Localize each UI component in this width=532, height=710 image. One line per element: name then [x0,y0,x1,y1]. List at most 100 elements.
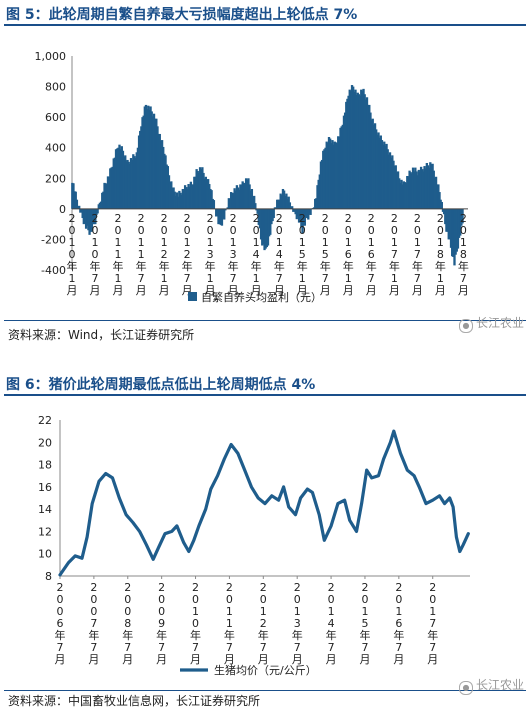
svg-text:月: 月 [113,284,124,297]
svg-text:0: 0 [92,248,99,261]
svg-text:年: 年 [393,628,404,642]
svg-text:7: 7 [429,617,436,630]
svg-text:0: 0 [192,593,199,606]
svg-text:月: 月 [389,284,400,297]
svg-text:年: 年 [224,628,235,642]
figure-1-title: 图 5：此轮周期自繁自养最大亏损幅度超出上轮低点 7% [6,7,358,23]
svg-text:1: 1 [345,236,352,249]
svg-text:年: 年 [297,259,308,273]
figure-1-watermark: ● 长江农业 [458,314,524,333]
svg-text:2: 2 [253,212,260,225]
figure-1-source: 资料来源：Wind，长江证券研究所 [8,328,195,342]
svg-text:年: 年 [359,628,370,642]
svg-text:0: 0 [395,593,402,606]
wechat-icon: ● [458,681,473,695]
wechat-icon: ● [458,319,473,333]
svg-text:月: 月 [359,653,370,666]
svg-text:2: 2 [115,212,122,225]
svg-text:0: 0 [92,224,99,237]
svg-text:2: 2 [294,581,301,594]
svg-text:月: 月 [427,653,438,666]
svg-text:0: 0 [460,224,467,237]
svg-text:年: 年 [251,259,262,273]
svg-text:6: 6 [57,617,64,630]
svg-text:2: 2 [226,581,233,594]
svg-text:2: 2 [57,581,64,594]
svg-text:年: 年 [190,628,201,642]
svg-text:年: 年 [326,628,337,642]
svg-text:月: 月 [88,653,99,666]
figure-2-watermark-text: 长江农业 [475,678,524,692]
svg-text:年: 年 [412,259,423,273]
svg-text:年: 年 [343,259,354,273]
svg-text:1: 1 [253,236,260,249]
svg-text:0: 0 [361,593,368,606]
svg-text:月: 月 [90,284,101,297]
svg-text:0: 0 [90,605,97,618]
bar [307,208,310,220]
svg-text:0: 0 [90,593,97,606]
svg-text:4: 4 [253,248,260,261]
svg-text:2: 2 [192,581,199,594]
svg-text:2: 2 [322,212,329,225]
svg-text:年: 年 [427,628,438,642]
svg-text:1: 1 [361,605,368,618]
svg-text:1: 1 [395,605,402,618]
svg-text:2: 2 [328,581,335,594]
svg-text:2: 2 [158,581,165,594]
svg-text:0: 0 [230,224,237,237]
figure-2-bottom-rule [4,690,526,691]
svg-text:1: 1 [161,236,168,249]
svg-text:年: 年 [458,259,469,273]
svg-text:月: 月 [67,284,78,297]
y-tick-label: 200 [45,172,66,185]
svg-text:月: 月 [366,284,377,297]
y-tick-label: 10 [38,548,52,561]
svg-text:2: 2 [395,581,402,594]
bar [253,195,256,209]
svg-text:月: 月 [228,284,239,297]
svg-text:1: 1 [437,236,444,249]
svg-text:8: 8 [437,248,444,261]
svg-text:7: 7 [92,272,99,285]
svg-text:2: 2 [368,212,375,225]
bar [96,208,99,214]
svg-text:1: 1 [207,272,214,285]
bar [461,208,464,224]
figure-2-top-rule [4,394,526,396]
svg-text:3: 3 [294,617,301,630]
svg-text:1: 1 [207,236,214,249]
svg-text:1: 1 [138,248,145,261]
svg-text:1: 1 [115,236,122,249]
svg-text:月: 月 [297,284,308,297]
svg-text:月: 月 [292,653,303,666]
svg-text:0: 0 [69,224,76,237]
legend-label: 生猪均价（元/公斤） [214,663,317,677]
y-tick-label: 20 [38,436,52,449]
svg-text:1: 1 [69,236,76,249]
svg-text:1: 1 [322,236,329,249]
svg-text:0: 0 [207,224,214,237]
svg-text:年: 年 [389,259,400,273]
svg-text:1: 1 [69,272,76,285]
legend: 生猪均价（元/公斤） [180,663,317,677]
svg-text:2: 2 [414,212,421,225]
svg-text:2: 2 [124,581,131,594]
svg-text:0: 0 [414,224,421,237]
svg-text:年: 年 [67,259,78,273]
svg-text:2: 2 [299,212,306,225]
svg-text:年: 年 [88,628,99,642]
y-tick-label: 400 [45,142,66,155]
svg-text:1: 1 [230,236,237,249]
svg-text:3: 3 [207,248,214,261]
svg-text:2: 2 [345,212,352,225]
svg-text:7: 7 [276,272,283,285]
svg-text:年: 年 [292,628,303,642]
